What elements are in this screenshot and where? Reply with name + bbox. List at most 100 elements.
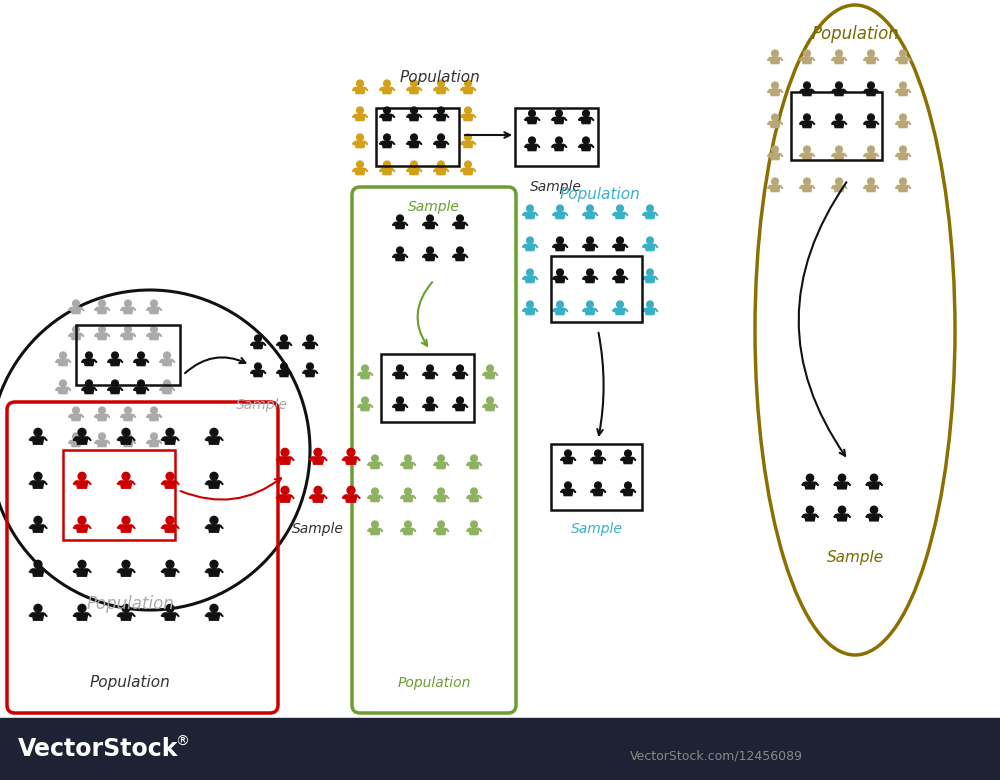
Polygon shape bbox=[370, 528, 380, 534]
Polygon shape bbox=[834, 122, 844, 128]
Polygon shape bbox=[324, 495, 327, 498]
Polygon shape bbox=[345, 457, 357, 464]
Circle shape bbox=[438, 107, 444, 114]
Polygon shape bbox=[452, 222, 455, 225]
Polygon shape bbox=[466, 529, 469, 532]
Polygon shape bbox=[552, 309, 555, 311]
Polygon shape bbox=[120, 307, 123, 310]
Polygon shape bbox=[73, 438, 76, 441]
Polygon shape bbox=[120, 437, 132, 444]
Polygon shape bbox=[908, 186, 911, 189]
Polygon shape bbox=[433, 495, 436, 498]
Polygon shape bbox=[279, 370, 289, 377]
Polygon shape bbox=[645, 308, 655, 314]
Circle shape bbox=[73, 300, 79, 307]
Polygon shape bbox=[524, 144, 527, 147]
Circle shape bbox=[411, 107, 417, 114]
Polygon shape bbox=[276, 457, 279, 461]
Polygon shape bbox=[473, 168, 476, 172]
Text: Population: Population bbox=[400, 70, 480, 85]
Polygon shape bbox=[876, 186, 879, 189]
Polygon shape bbox=[422, 373, 425, 376]
Circle shape bbox=[625, 450, 631, 457]
Polygon shape bbox=[560, 458, 563, 461]
Polygon shape bbox=[802, 186, 812, 192]
Polygon shape bbox=[176, 525, 179, 529]
Polygon shape bbox=[120, 441, 123, 444]
Polygon shape bbox=[525, 212, 535, 218]
Polygon shape bbox=[123, 441, 133, 447]
Polygon shape bbox=[400, 529, 403, 532]
Circle shape bbox=[125, 300, 131, 307]
Polygon shape bbox=[382, 141, 392, 147]
Circle shape bbox=[438, 161, 444, 168]
Polygon shape bbox=[898, 186, 908, 192]
Polygon shape bbox=[120, 334, 123, 337]
Polygon shape bbox=[847, 514, 850, 518]
Polygon shape bbox=[473, 115, 476, 118]
Polygon shape bbox=[97, 333, 107, 339]
Polygon shape bbox=[146, 307, 149, 310]
Polygon shape bbox=[176, 481, 179, 484]
Circle shape bbox=[772, 50, 778, 57]
Polygon shape bbox=[812, 58, 815, 61]
Circle shape bbox=[210, 473, 218, 480]
Polygon shape bbox=[625, 277, 628, 279]
Polygon shape bbox=[149, 333, 159, 339]
Polygon shape bbox=[342, 457, 345, 461]
Polygon shape bbox=[208, 569, 220, 576]
Circle shape bbox=[60, 352, 66, 359]
Polygon shape bbox=[595, 277, 598, 279]
Polygon shape bbox=[395, 404, 405, 410]
Polygon shape bbox=[94, 388, 97, 391]
Text: Sample: Sample bbox=[236, 398, 288, 412]
Polygon shape bbox=[400, 495, 403, 498]
Polygon shape bbox=[460, 142, 463, 144]
Polygon shape bbox=[578, 118, 581, 121]
Polygon shape bbox=[573, 490, 576, 493]
Polygon shape bbox=[425, 404, 435, 410]
Polygon shape bbox=[380, 463, 383, 466]
Circle shape bbox=[125, 433, 131, 440]
Polygon shape bbox=[479, 529, 482, 532]
Polygon shape bbox=[120, 525, 132, 532]
Polygon shape bbox=[370, 373, 373, 376]
Polygon shape bbox=[68, 334, 71, 337]
Circle shape bbox=[164, 380, 170, 387]
Circle shape bbox=[314, 448, 322, 456]
Polygon shape bbox=[58, 388, 68, 394]
Polygon shape bbox=[205, 481, 208, 484]
Polygon shape bbox=[44, 613, 47, 617]
Circle shape bbox=[438, 488, 444, 495]
Polygon shape bbox=[379, 168, 382, 172]
Polygon shape bbox=[455, 372, 465, 378]
Circle shape bbox=[281, 487, 289, 495]
Polygon shape bbox=[770, 154, 780, 160]
Polygon shape bbox=[94, 360, 97, 363]
Polygon shape bbox=[837, 514, 847, 521]
Polygon shape bbox=[406, 142, 409, 144]
Polygon shape bbox=[159, 441, 162, 444]
Polygon shape bbox=[117, 613, 120, 617]
Circle shape bbox=[166, 604, 174, 612]
Polygon shape bbox=[172, 388, 175, 391]
Polygon shape bbox=[582, 245, 585, 247]
Polygon shape bbox=[71, 414, 81, 420]
Circle shape bbox=[870, 474, 878, 481]
Polygon shape bbox=[279, 342, 289, 349]
Polygon shape bbox=[392, 115, 395, 118]
Polygon shape bbox=[107, 415, 110, 417]
Polygon shape bbox=[866, 154, 876, 160]
Polygon shape bbox=[535, 213, 538, 215]
Text: VectorStock: VectorStock bbox=[18, 737, 178, 761]
Circle shape bbox=[99, 407, 105, 413]
Circle shape bbox=[804, 178, 810, 185]
Polygon shape bbox=[120, 569, 132, 576]
Circle shape bbox=[78, 428, 86, 436]
Polygon shape bbox=[289, 342, 292, 346]
Polygon shape bbox=[898, 122, 908, 128]
Polygon shape bbox=[81, 415, 84, 417]
Polygon shape bbox=[133, 334, 136, 337]
Polygon shape bbox=[446, 463, 449, 466]
Circle shape bbox=[281, 363, 287, 370]
